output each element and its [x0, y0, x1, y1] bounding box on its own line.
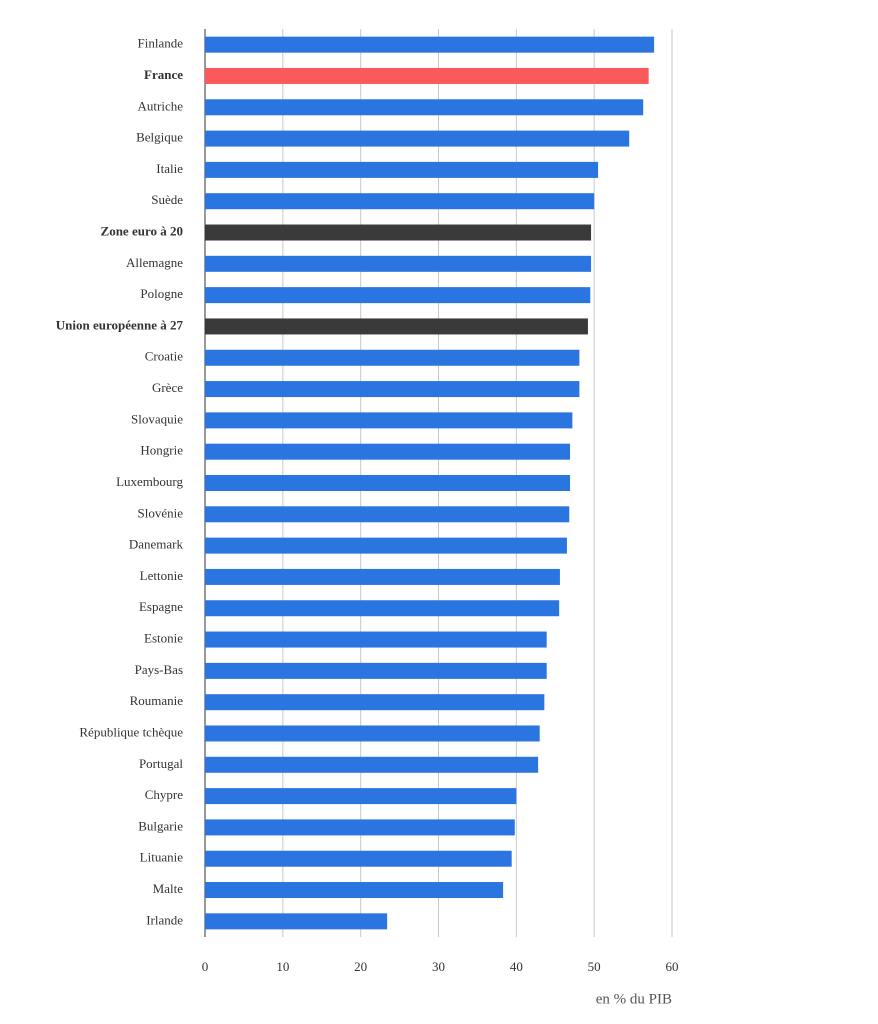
y-tick-label: France [144, 67, 183, 82]
x-tick-label: 30 [432, 959, 445, 974]
y-tick-label: Roumanie [130, 693, 184, 708]
bar [205, 349, 580, 366]
bar [205, 224, 592, 241]
y-tick-label: Zone euro à 20 [101, 224, 183, 239]
x-tick-label: 40 [510, 959, 523, 974]
bar [205, 99, 644, 116]
y-tick-label: Espagne [139, 599, 183, 614]
y-tick-label: Italie [156, 161, 183, 176]
bar [205, 537, 567, 554]
bar [205, 161, 599, 178]
bar [205, 600, 560, 617]
bar [205, 882, 504, 899]
y-tick-label: Slovénie [138, 505, 184, 520]
x-axis-title: en % du PIB [596, 991, 672, 1007]
bar [205, 568, 560, 585]
y-tick-label: Hongrie [140, 443, 183, 458]
y-tick-label: Grèce [152, 380, 183, 395]
y-tick-label: Belgique [136, 130, 183, 145]
y-tick-label: Chypre [145, 787, 184, 802]
y-tick-label: Croatie [145, 349, 183, 364]
y-tick-label: Finlande [138, 36, 184, 51]
x-tick-label: 60 [666, 959, 679, 974]
bar [205, 318, 588, 335]
y-tick-label: Luxembourg [116, 474, 183, 489]
y-tick-label: Pologne [140, 286, 183, 301]
bar [205, 287, 591, 304]
y-tick-label: Danemark [129, 537, 184, 552]
bar [205, 381, 580, 398]
bar [205, 913, 388, 930]
bar [205, 694, 545, 711]
y-tick-label: Autriche [138, 98, 184, 113]
y-tick-label: Union européenne à 27 [56, 317, 184, 332]
x-tick-label: 20 [354, 959, 367, 974]
x-tick-label: 10 [276, 959, 289, 974]
bar [205, 850, 512, 867]
bar [205, 819, 515, 836]
bar [205, 255, 592, 272]
bar [205, 475, 571, 491]
bar [205, 193, 595, 210]
y-tick-label: Lituanie [140, 850, 184, 865]
x-tick-label: 0 [202, 959, 209, 974]
y-tick-label: Slovaquie [131, 411, 183, 426]
y-tick-label: Bulgarie [138, 818, 183, 833]
bar [205, 412, 573, 429]
bar [205, 662, 547, 679]
bar [205, 788, 517, 805]
y-tick-label: Suède [151, 192, 183, 207]
bar [205, 725, 540, 742]
y-tick-label: Malte [153, 881, 184, 896]
y-tick-label: République tchèque [79, 724, 183, 739]
bar [205, 36, 655, 53]
bar [205, 130, 630, 147]
y-tick-label: Irlande [146, 912, 183, 927]
x-tick-label: 50 [588, 959, 601, 974]
bar [205, 506, 570, 523]
y-tick-label: Lettonie [140, 568, 184, 583]
y-tick-label: Estonie [144, 631, 183, 646]
bar [205, 443, 571, 460]
bar [205, 67, 649, 84]
bar [205, 756, 539, 773]
bar [205, 631, 547, 648]
y-tick-label: Allemagne [126, 255, 183, 270]
y-tick-label: Portugal [139, 756, 183, 771]
y-tick-label: Pays-Bas [135, 662, 183, 677]
